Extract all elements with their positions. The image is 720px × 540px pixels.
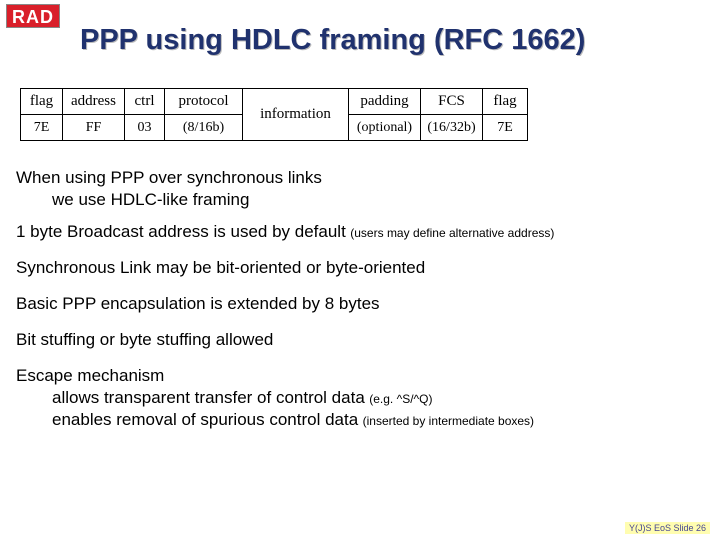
text-line: Basic PPP encapsulation is extended by 8… bbox=[16, 294, 380, 314]
text-note: (inserted by intermediate boxes) bbox=[363, 414, 534, 428]
text-line: enables removal of spurious control data… bbox=[52, 410, 534, 430]
hdr-protocol: protocol bbox=[165, 89, 243, 115]
slide-title: PPP using HDLC framing (RFC 1662) bbox=[80, 24, 585, 57]
body-block: Escape mechanism allows transparent tran… bbox=[16, 366, 534, 432]
text-line: 1 byte Broadcast address is used by defa… bbox=[16, 222, 346, 241]
hdr-flag: flag bbox=[21, 89, 63, 115]
val-protocol: (8/16b) bbox=[165, 115, 243, 141]
hdr-information: information bbox=[243, 89, 349, 141]
val-flag-end: 7E bbox=[483, 115, 528, 141]
hdr-ctrl: ctrl bbox=[125, 89, 165, 115]
text-line: allows transparent transfer of control d… bbox=[52, 388, 534, 408]
text-line: Bit stuffing or byte stuffing allowed bbox=[16, 330, 273, 350]
val-padding: (optional) bbox=[349, 115, 421, 141]
text-line: When using PPP over synchronous links bbox=[16, 168, 322, 188]
text-note: (users may define alternative address) bbox=[350, 226, 554, 240]
body-block: 1 byte Broadcast address is used by defa… bbox=[16, 222, 554, 242]
text-line: we use HDLC-like framing bbox=[52, 190, 322, 210]
val-flag: 7E bbox=[21, 115, 63, 141]
hdlc-frame-table: flag address ctrl protocol information p… bbox=[20, 88, 528, 141]
hdr-fcs: FCS bbox=[421, 89, 483, 115]
text-line: Escape mechanism bbox=[16, 366, 534, 386]
brand-logo: RAD bbox=[6, 4, 60, 28]
val-address: FF bbox=[63, 115, 125, 141]
hdr-padding: padding bbox=[349, 89, 421, 115]
text-span: enables removal of spurious control data bbox=[52, 410, 358, 429]
val-fcs: (16/32b) bbox=[421, 115, 483, 141]
hdr-flag-end: flag bbox=[483, 89, 528, 115]
text-span: allows transparent transfer of control d… bbox=[52, 388, 365, 407]
body-block: When using PPP over synchronous links we… bbox=[16, 168, 322, 212]
text-note: (e.g. ^S/^Q) bbox=[369, 392, 432, 406]
table-row: flag address ctrl protocol information p… bbox=[21, 89, 528, 115]
hdr-address: address bbox=[63, 89, 125, 115]
slide-footer: Y(J)S EoS Slide 26 bbox=[625, 522, 710, 534]
val-ctrl: 03 bbox=[125, 115, 165, 141]
text-line: Synchronous Link may be bit-oriented or … bbox=[16, 258, 425, 278]
